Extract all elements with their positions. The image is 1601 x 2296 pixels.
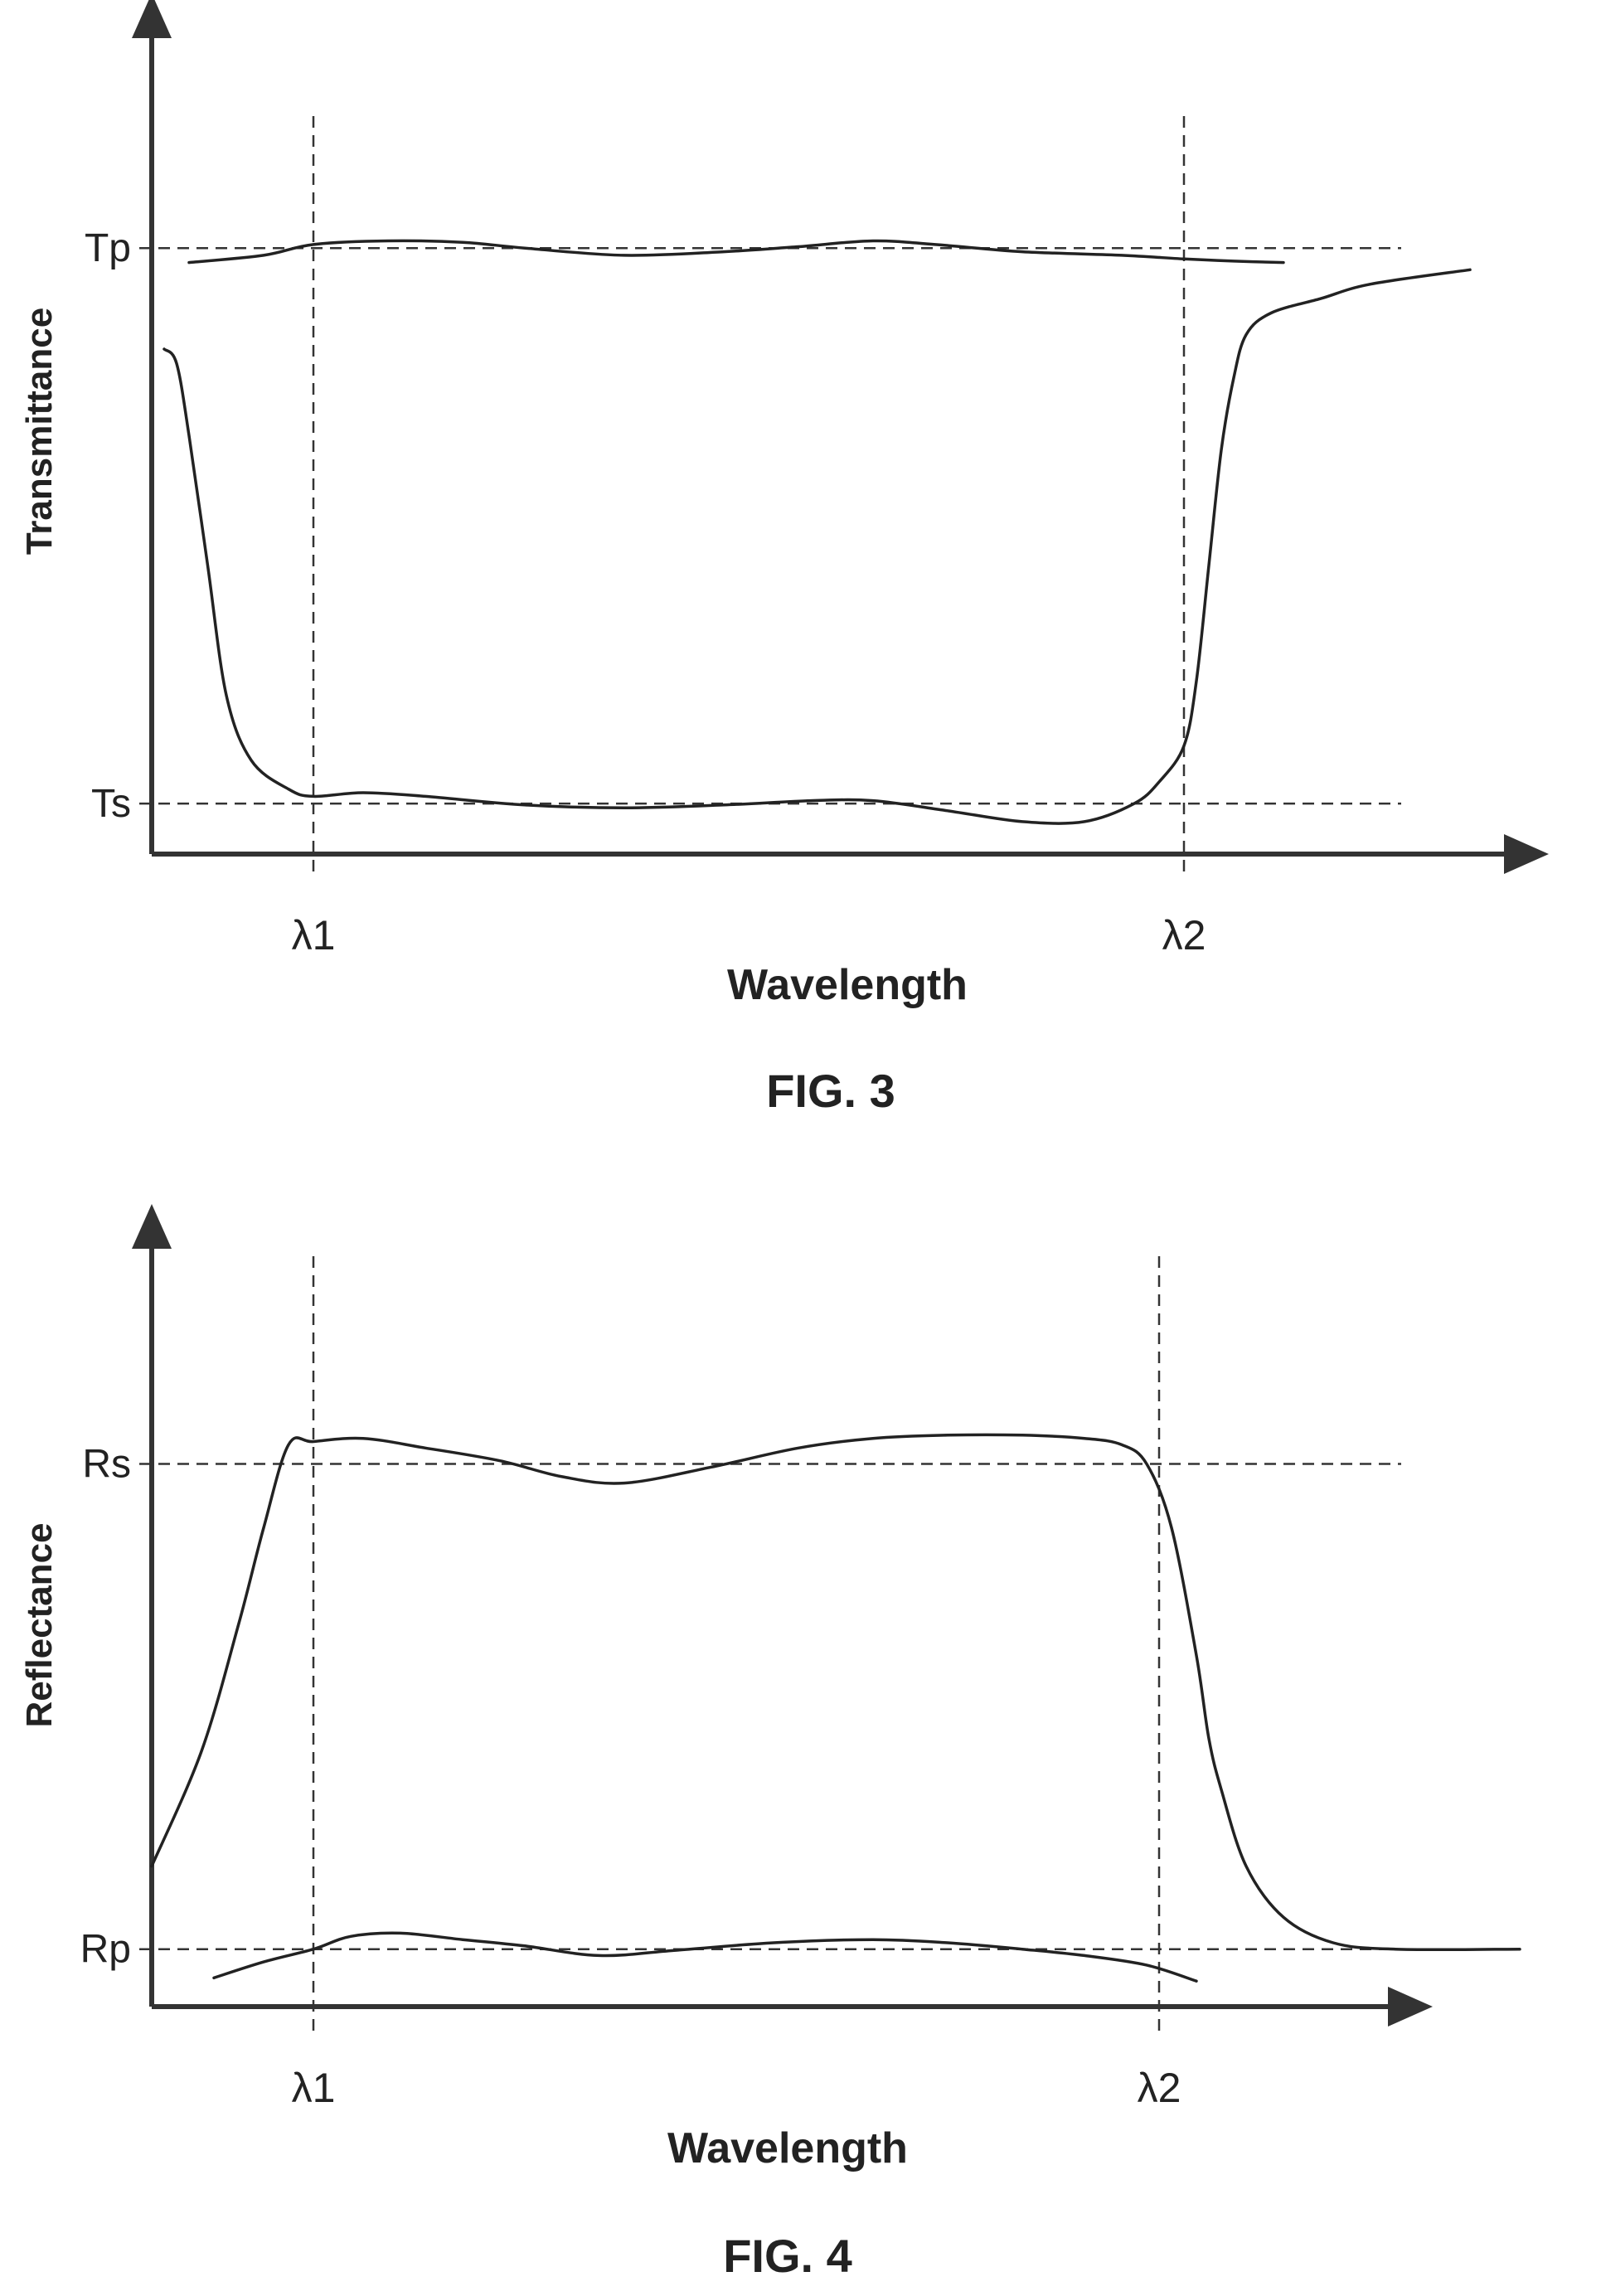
y-axis-label: Transmittance <box>19 308 60 555</box>
x-marker-label-1: λ2 <box>1138 2065 1181 2111</box>
chart-fig4: λ1 λ2 Rs Rp Reflectance Wavelength FIG. 4 <box>19 1204 1521 2282</box>
x-axis-label: Wavelength <box>667 2124 908 2172</box>
series-line-0 <box>150 1433 1521 1952</box>
series-line-0 <box>187 239 1285 265</box>
y-marker-label-0: Rs <box>82 1443 131 1487</box>
series-line-1 <box>212 1931 1198 1983</box>
figure-caption: FIG. 3 <box>766 1065 895 1117</box>
x-marker-label-0: λ1 <box>292 2065 336 2111</box>
y-axis-label: Reflectance <box>19 1522 60 1727</box>
x-marker-label-1: λ2 <box>1162 912 1206 959</box>
y-marker-label-0: Tp <box>85 226 131 270</box>
chart-fig3: λ1 λ2 Tp Ts Transmittance Wavelength FIG. 3 <box>19 0 1549 1117</box>
x-axis-label: Wavelength <box>727 961 968 1009</box>
y-marker-label-1: Ts <box>91 782 131 826</box>
figure-caption: FIG. 4 <box>723 2230 852 2282</box>
x-marker-label-0: λ1 <box>292 912 336 959</box>
y-marker-label-1: Rp <box>80 1928 131 1972</box>
series-line-1 <box>163 268 1472 825</box>
